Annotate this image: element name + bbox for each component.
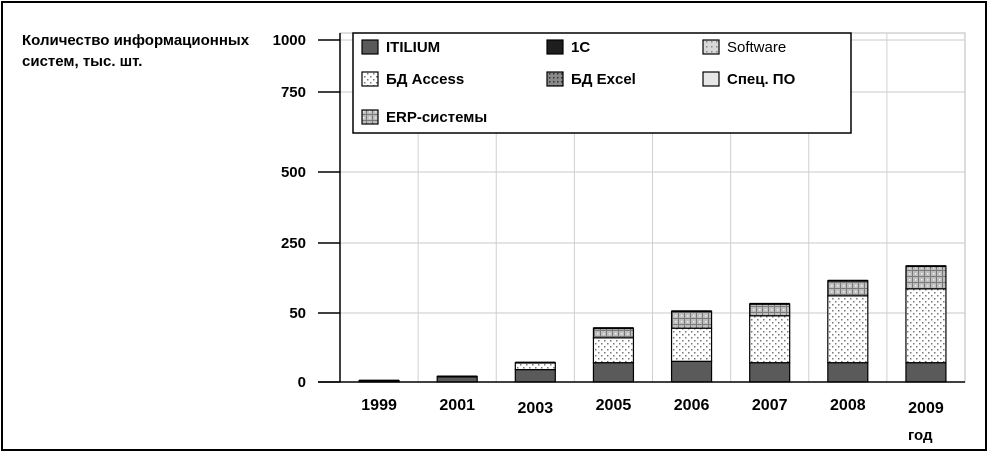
- y-tick-label: 500: [281, 164, 306, 181]
- y-tick-label: 1000: [273, 32, 306, 49]
- bar-2009-series-0: [905, 362, 947, 383]
- x-tick-label: 2006: [674, 397, 710, 414]
- bar-2009-series-6: [905, 265, 947, 290]
- bar-2005-series-0: [592, 362, 635, 383]
- bar-2006-series-3: [670, 327, 713, 362]
- legend-entry: БД Access: [386, 71, 464, 88]
- x-axis-label: год: [908, 427, 933, 444]
- y-tick-label: 250: [281, 235, 306, 252]
- legend-entry: ITILIUM: [386, 39, 440, 56]
- legend-entry: 1C: [571, 39, 590, 56]
- legend-swatch: [361, 71, 379, 87]
- legend-swatch: [546, 71, 564, 87]
- x-tick-label: 2001: [439, 397, 475, 414]
- bar-2005-series-6: [592, 327, 635, 339]
- bar-2006-series-0: [670, 360, 713, 383]
- legend-entry: Software: [727, 39, 786, 56]
- legend-swatch: [361, 109, 379, 125]
- y-tick-label: 750: [281, 84, 306, 101]
- x-tick-label: 2008: [830, 397, 866, 414]
- x-tick-label: 2007: [752, 397, 788, 414]
- x-tick-label: 2005: [596, 397, 632, 414]
- bar-2005-series-3: [592, 337, 635, 364]
- bar-2003-series-0: [514, 368, 556, 383]
- legend-swatch: [702, 71, 720, 87]
- bar-2008-series-0: [827, 362, 869, 383]
- y-tick-label: 50: [289, 305, 306, 322]
- bar-2008-series-6: [827, 280, 869, 297]
- bar-2006-series-6: [670, 310, 713, 329]
- x-tick-label: 2003: [518, 400, 554, 417]
- y-tick-label: 0: [298, 374, 306, 391]
- x-tick-label: 1999: [361, 397, 397, 414]
- bar-2009-series-3: [905, 288, 947, 364]
- legend-entry: ERP-системы: [386, 109, 487, 126]
- x-tick-label: 2009: [908, 400, 944, 417]
- bar-2003-series-3: [514, 362, 556, 371]
- bar-2007-series-6: [749, 303, 791, 317]
- bar-2007-series-3: [749, 315, 791, 364]
- legend-box: [352, 32, 852, 134]
- legend-swatch: [702, 39, 720, 55]
- legend-swatch: [361, 39, 379, 55]
- legend-swatch: [546, 39, 564, 55]
- bar-2008-series-3: [827, 295, 869, 364]
- y-axis-label: Количество информационных систем, тыс. ш…: [22, 32, 250, 70]
- legend-entry: Спец. ПО: [727, 71, 796, 88]
- bar-2007-series-0: [749, 362, 791, 383]
- legend-entry: БД Excel: [571, 71, 636, 88]
